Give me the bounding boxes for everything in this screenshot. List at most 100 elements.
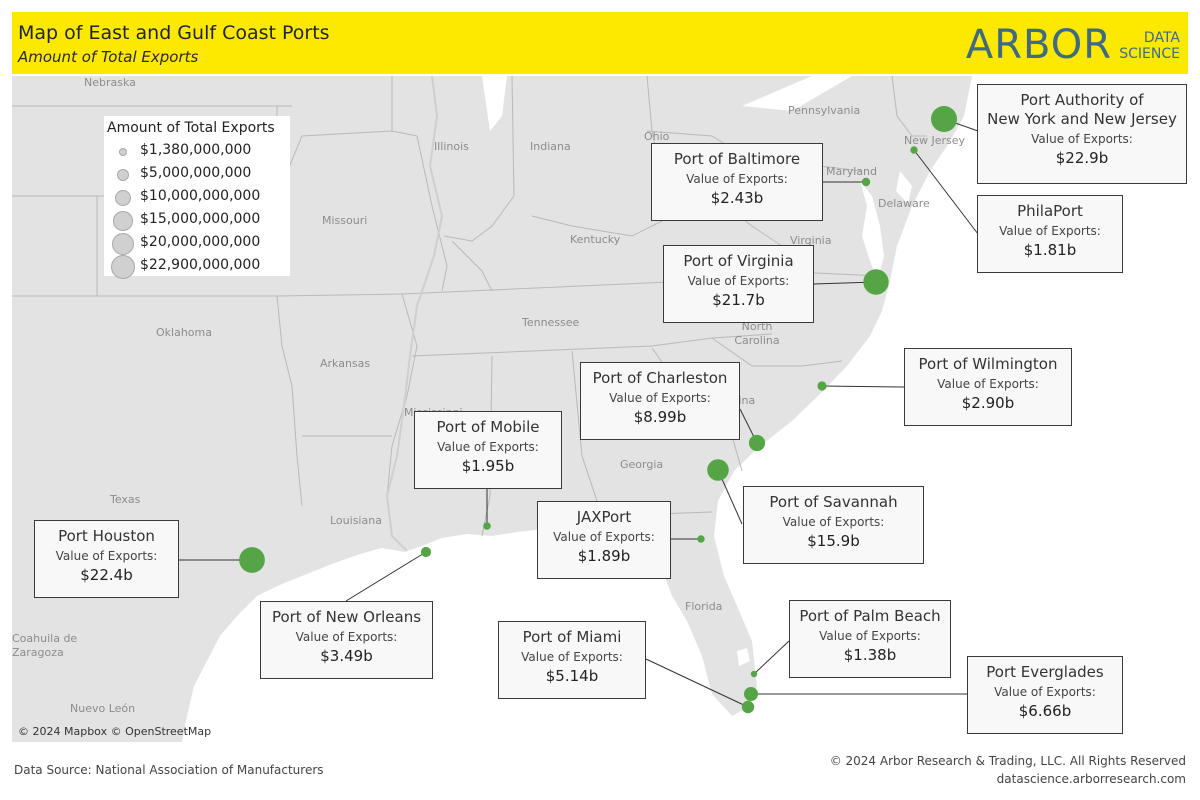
callout-port-name-line2: New York and New Jersey <box>987 110 1177 128</box>
atlantic-ocean <box>182 76 1188 742</box>
callout-value: $3.49b <box>320 647 373 665</box>
port-marker[interactable] <box>750 670 758 678</box>
callout-port-name: Port Authority of <box>1020 91 1144 109</box>
callout-sublabel: Value of Exports: <box>437 440 539 454</box>
label-texas: Texas <box>110 493 141 506</box>
callout-port-palm-beach[interactable]: Port of Palm Beach Value of Exports: $1.… <box>789 600 951 678</box>
label-nuevo-leon: Nuevo León <box>70 702 136 715</box>
legend-label: $15,000,000,000 <box>140 211 261 227</box>
port-markers-layer <box>179 106 979 714</box>
callout-port-miami[interactable]: Port of Miami Value of Exports: $5.14b <box>498 621 646 699</box>
site-url: datascience.arborresearch.com <box>996 772 1186 786</box>
mississippi-river <box>385 76 444 552</box>
callout-port-mobile[interactable]: Port of Mobile Value of Exports: $1.95b <box>414 411 562 489</box>
delaware-bay <box>896 171 912 204</box>
legend-circle-marker <box>111 232 135 256</box>
label-pennsylvania: Pennsylvania <box>788 104 861 117</box>
page-subtitle: Amount of Total Exports <box>18 48 199 66</box>
leader-line <box>821 385 905 388</box>
callout-sublabel: Value of Exports: <box>994 685 1096 699</box>
callout-value: $22.9b <box>1055 149 1109 167</box>
chesapeake-bay <box>860 181 884 281</box>
legend-item: $10,000,000,000 <box>104 186 290 208</box>
size-legend: Amount of Total Exports $1,380,000,000 $… <box>104 116 290 279</box>
callout-value: $2.43b <box>710 189 764 207</box>
header-banner: Map of East and Gulf Coast Ports Amount … <box>12 12 1188 74</box>
callout-port-name: Port of Charleston <box>592 369 728 387</box>
callout-sublabel: Value of Exports: <box>295 630 398 644</box>
label-indiana: Indiana <box>530 140 571 153</box>
port-marker[interactable] <box>861 177 871 187</box>
legend-item: $15,000,000,000 <box>104 209 290 231</box>
ports-map[interactable]: Nebraska Illinois Indiana Ohio Pennsylva… <box>12 76 1188 742</box>
port-marker[interactable] <box>748 434 766 452</box>
map-attribution[interactable]: © 2024 Mapbox © OpenStreetMap <box>18 725 212 738</box>
callout-port-name: Port of Baltimore <box>673 150 801 168</box>
callout-port-jaxport[interactable]: JAXPort Value of Exports: $1.89b <box>537 501 671 579</box>
callout-port-new-orleans[interactable]: Port of New Orleans Value of Exports: $3… <box>260 601 433 679</box>
port-marker[interactable] <box>744 687 758 701</box>
legend-item: $20,000,000,000 <box>104 232 290 256</box>
legend-circle-marker <box>119 148 127 156</box>
callout-port-name: Port Houston <box>58 527 155 545</box>
copyright-notice: © 2024 Arbor Research & Trading, LLC. Al… <box>829 754 1186 768</box>
lake-erie <box>742 76 852 111</box>
port-marker[interactable] <box>741 700 755 714</box>
port-marker[interactable] <box>239 547 265 573</box>
callout-value: $15.9b <box>807 532 860 550</box>
port-marker[interactable] <box>863 269 889 295</box>
callout-port-name: JAXPort <box>576 508 632 526</box>
callout-port-philaport[interactable]: PhilaPort Value of Exports: $1.81b <box>977 195 1123 273</box>
callout-sublabel: Value of Exports: <box>1031 132 1133 146</box>
callout-sublabel: Value of Exports: <box>686 172 788 186</box>
port-marker[interactable] <box>931 106 957 132</box>
label-louisiana: Louisiana <box>330 514 382 527</box>
port-marker[interactable] <box>697 535 705 543</box>
callout-value: $22.4b <box>80 566 133 584</box>
callout-port-nynj[interactable]: Port Authority of New York and New Jerse… <box>977 84 1187 184</box>
label-florida: Florida <box>685 600 723 613</box>
logo-subtext-science: SCIENCE <box>1119 46 1180 62</box>
label-tennessee: Tennessee <box>522 316 580 329</box>
callout-port-virginia[interactable]: Port of Virginia Value of Exports: $21.7… <box>663 245 814 323</box>
port-marker[interactable] <box>483 522 491 530</box>
label-georgia: Georgia <box>620 458 664 471</box>
legend-circle-marker <box>116 168 130 182</box>
callout-sublabel: Value of Exports: <box>55 549 158 563</box>
callout-sublabel: Value of Exports: <box>521 650 623 664</box>
callout-port-charleston[interactable]: Port of Charleston Value of Exports: $8.… <box>580 362 740 440</box>
callout-port-savannah[interactable]: Port of Savannah Value of Exports: $15.9… <box>743 486 924 564</box>
callout-port-baltimore[interactable]: Port of Baltimore Value of Exports: $2.4… <box>651 143 823 221</box>
callout-port-houston[interactable]: Port Houston Value of Exports: $22.4b <box>34 520 179 598</box>
port-marker[interactable] <box>707 459 729 481</box>
callout-sublabel: Value of Exports: <box>609 391 711 405</box>
port-marker[interactable] <box>420 546 432 558</box>
callout-value: $1.38b <box>843 646 897 664</box>
label-missouri: Missouri <box>322 214 368 227</box>
callout-sublabel: Value of Exports: <box>553 530 655 544</box>
callout-sublabel: Value of Exports: <box>687 274 790 288</box>
callout-value: $1.89b <box>577 547 631 565</box>
data-source-note: Data Source: National Association of Man… <box>14 763 324 777</box>
label-north-carolina: North Carolina <box>734 320 780 347</box>
callout-port-wilmington[interactable]: Port of Wilmington Value of Exports: $2.… <box>904 348 1072 426</box>
label-ohio: Ohio <box>644 130 670 143</box>
legend-label: $22,900,000,000 <box>140 257 261 273</box>
callout-sublabel: Value of Exports: <box>999 224 1101 238</box>
label-new-jersey: New Jersey <box>904 134 966 147</box>
callout-port-everglades[interactable]: Port Everglades Value of Exports: $6.66b <box>967 656 1123 734</box>
legend-item: $1,380,000,000 <box>104 140 290 162</box>
callout-port-name: Port of Miami <box>522 628 622 646</box>
leader-line <box>645 658 749 708</box>
legend-circle-marker <box>111 255 135 279</box>
callout-port-name: PhilaPort <box>1017 202 1083 220</box>
callout-port-name: Port of Savannah <box>769 493 898 511</box>
port-marker[interactable] <box>910 146 918 154</box>
label-illinois: Illinois <box>434 140 469 153</box>
lake-okeechobee <box>737 648 750 666</box>
legend-item: $5,000,000,000 <box>104 163 290 185</box>
leader-line <box>753 640 790 675</box>
label-coahuila: Coahuila de Zaragoza <box>12 632 78 659</box>
logo-wordmark: ARBOR <box>965 22 1112 68</box>
port-marker[interactable] <box>817 381 827 391</box>
